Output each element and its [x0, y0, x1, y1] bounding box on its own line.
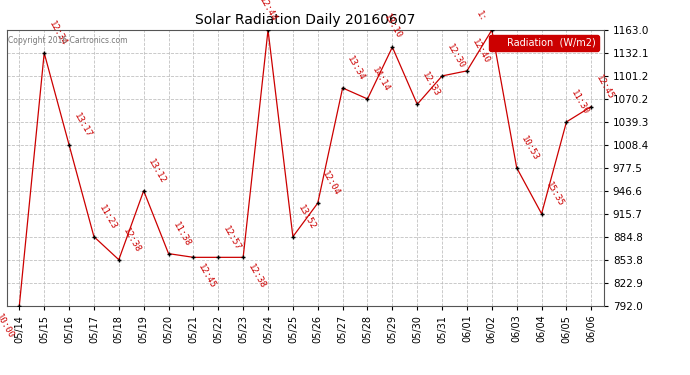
Point — [586, 104, 597, 110]
Point — [362, 96, 373, 102]
Point — [237, 254, 248, 260]
Text: 11:30: 11:30 — [569, 88, 591, 116]
Point — [511, 165, 522, 171]
Text: 12:34: 12:34 — [47, 20, 68, 47]
Point — [163, 251, 174, 257]
Point — [462, 68, 473, 74]
Point — [437, 73, 448, 79]
Text: 14:14: 14:14 — [371, 66, 391, 93]
Text: 12:45: 12:45 — [196, 263, 217, 291]
Text: 12:38: 12:38 — [121, 226, 143, 254]
Point — [313, 200, 324, 206]
Text: 12:38: 12:38 — [246, 263, 267, 291]
Text: 1:: 1: — [475, 9, 488, 23]
Text: 15:35: 15:35 — [544, 180, 566, 208]
Point — [14, 303, 25, 309]
Text: Copyright 2016 Cartronics.com: Copyright 2016 Cartronics.com — [8, 36, 128, 45]
Text: 13:52: 13:52 — [296, 203, 317, 231]
Text: 10:53: 10:53 — [520, 135, 541, 162]
Point — [63, 142, 75, 148]
Text: 13:17: 13:17 — [72, 111, 93, 139]
Text: 11:23: 11:23 — [97, 203, 118, 231]
Legend: Radiation  (W/m2): Radiation (W/m2) — [489, 35, 599, 51]
Text: 12:57: 12:57 — [221, 224, 242, 252]
Point — [486, 27, 497, 33]
Point — [39, 50, 50, 56]
Point — [113, 257, 124, 263]
Text: 10:00: 10:00 — [0, 313, 15, 340]
Text: 12:30: 12:30 — [445, 43, 466, 70]
Point — [412, 101, 423, 107]
Point — [387, 44, 398, 50]
Title: Solar Radiation Daily 20160607: Solar Radiation Daily 20160607 — [195, 13, 415, 27]
Point — [213, 254, 224, 260]
Point — [262, 27, 273, 33]
Point — [536, 211, 547, 217]
Text: 12:04: 12:04 — [321, 170, 342, 198]
Point — [561, 119, 572, 125]
Text: 11:38: 11:38 — [171, 220, 193, 248]
Text: 12:45: 12:45 — [594, 73, 615, 101]
Text: 12:40: 12:40 — [470, 38, 491, 65]
Text: 13:34: 13:34 — [346, 55, 366, 82]
Point — [138, 188, 149, 194]
Point — [337, 85, 348, 91]
Text: 13:10: 13:10 — [382, 12, 403, 40]
Point — [287, 234, 298, 240]
Text: 13:12: 13:12 — [146, 158, 168, 185]
Point — [88, 234, 99, 240]
Text: 12:33: 12:33 — [420, 71, 441, 99]
Text: 12:44: 12:44 — [257, 0, 279, 23]
Point — [188, 254, 199, 260]
